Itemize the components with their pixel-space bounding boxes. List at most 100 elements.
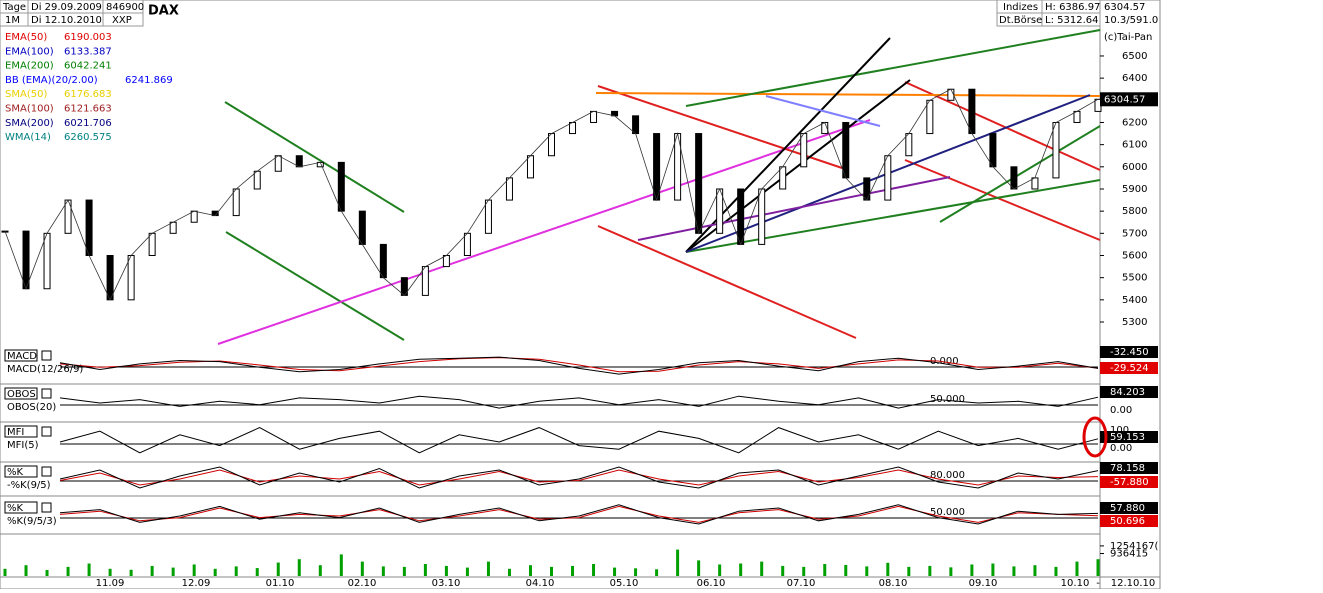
- panel-value: 50.696: [1110, 516, 1145, 527]
- candle: [842, 121, 850, 179]
- value-box: [1100, 431, 1158, 443]
- candle: [590, 110, 598, 123]
- panel-value: 0.00: [1110, 405, 1132, 416]
- volume-bar: [970, 564, 974, 576]
- indicator-line: [59, 356, 1099, 375]
- value-box: [1100, 346, 1158, 358]
- candle: [358, 210, 366, 245]
- last-price: 6304.57: [1104, 94, 1145, 105]
- legend-value: 6260.575: [64, 132, 112, 143]
- volume-bar: [171, 567, 175, 576]
- candle: [274, 155, 282, 172]
- y-tick-label: 6000: [1122, 162, 1147, 173]
- candle: [989, 133, 997, 168]
- x-tick-label: 04.10: [526, 578, 555, 589]
- candle: [632, 115, 640, 135]
- panel-button-label: %K: [7, 503, 24, 514]
- legend-name: SMA(200): [5, 118, 54, 129]
- value-box: [1100, 502, 1158, 514]
- candle: [22, 230, 30, 290]
- panel-plus[interactable]: [41, 502, 52, 513]
- legend-name: EMA(100): [5, 46, 54, 57]
- volume-bar: [129, 569, 133, 576]
- candle: [484, 199, 492, 234]
- header-cell: 1M: [5, 15, 20, 26]
- y-tick-label: 5500: [1122, 273, 1147, 284]
- x-tick-label: 12.10.10: [1111, 578, 1156, 589]
- candle: [505, 177, 513, 201]
- volume-bar: [991, 563, 995, 576]
- panel-plus[interactable]: [41, 350, 52, 361]
- panel-button: [4, 387, 38, 400]
- value-box: [1100, 386, 1158, 398]
- plot: EMA(50) 6190.003 EMA(100) 6133.387 EMA(200) 6…: [0, 32, 1160, 589]
- volume-bar: [423, 564, 427, 576]
- header-cell: 846900: [106, 2, 144, 13]
- y-tick-label: 6500: [1122, 51, 1147, 62]
- volume-bar: [823, 564, 827, 576]
- candle: [1031, 177, 1039, 190]
- candle: [169, 221, 177, 234]
- y-tick-label: 5900: [1122, 184, 1147, 195]
- volume-bar: [592, 564, 596, 576]
- panel-plus[interactable]: [41, 466, 52, 477]
- volume-bar: [486, 561, 490, 576]
- legend-name: SMA(100): [5, 104, 54, 115]
- volume-bar: [402, 566, 406, 576]
- candle: [106, 254, 114, 301]
- signal-line: [59, 357, 1099, 373]
- panel-button: [4, 349, 38, 362]
- volume-bar: [634, 568, 638, 576]
- close-line: [4, 88, 1099, 301]
- volume-bar: [865, 566, 869, 576]
- volume-bar: [802, 566, 806, 576]
- candle: [1010, 166, 1018, 190]
- reference-label: 50.000: [930, 507, 965, 518]
- panel-plus[interactable]: [41, 426, 52, 437]
- panel-name: MACD(12/26/9): [7, 364, 83, 375]
- symbol: DAX: [148, 4, 179, 19]
- header-cell: Di 12.10.2010: [31, 15, 102, 26]
- panel-plus[interactable]: [41, 388, 52, 399]
- signal-line: [59, 505, 1099, 523]
- candle: [905, 133, 913, 157]
- volume-bar: [1075, 561, 1079, 576]
- reference-label: 50.000: [930, 394, 965, 405]
- y-tick-label: 5600: [1122, 250, 1147, 261]
- candle: [526, 155, 534, 179]
- volume-bar: [928, 565, 932, 576]
- panel-value: 100: [1110, 425, 1129, 436]
- frame: [0, 0, 1161, 590]
- y-tick-label: 6200: [1122, 117, 1147, 128]
- legend-value: 6121.663: [64, 104, 112, 115]
- candle: [1052, 121, 1060, 179]
- candle: [569, 121, 577, 135]
- volume-bar: [444, 565, 448, 576]
- volume-bar: [550, 566, 553, 576]
- value-box: [1100, 515, 1158, 527]
- x-tick-label: 10.10: [1061, 578, 1090, 589]
- legend-value: 6176.683: [64, 89, 112, 100]
- volume-bar: [87, 563, 91, 576]
- volume-bar: [213, 568, 217, 576]
- candle: [442, 254, 450, 268]
- header-texts: Tage Di 29.09.2009 846900 DAX Indizes H:…: [2, 2, 1158, 43]
- last-price-box: [1100, 92, 1158, 107]
- volume-bar: [1054, 566, 1058, 576]
- volume-bar: [886, 562, 890, 576]
- volume-bar: [339, 554, 343, 576]
- candle: [884, 155, 892, 201]
- volume-bar: [3, 568, 7, 576]
- panel-button: [4, 465, 38, 478]
- x-tick-label: 07.10: [787, 578, 816, 589]
- candle: [232, 188, 240, 217]
- header-cell: Di 29.09.2009: [31, 2, 102, 13]
- volume-bar: [66, 566, 70, 576]
- volume-bar: [465, 567, 469, 576]
- candle: [548, 133, 555, 157]
- indicator-line: [59, 466, 1099, 489]
- x-tick-label: 02.10: [348, 578, 377, 589]
- header-cell: 6304.57: [1104, 2, 1145, 13]
- value-box: [1100, 362, 1158, 374]
